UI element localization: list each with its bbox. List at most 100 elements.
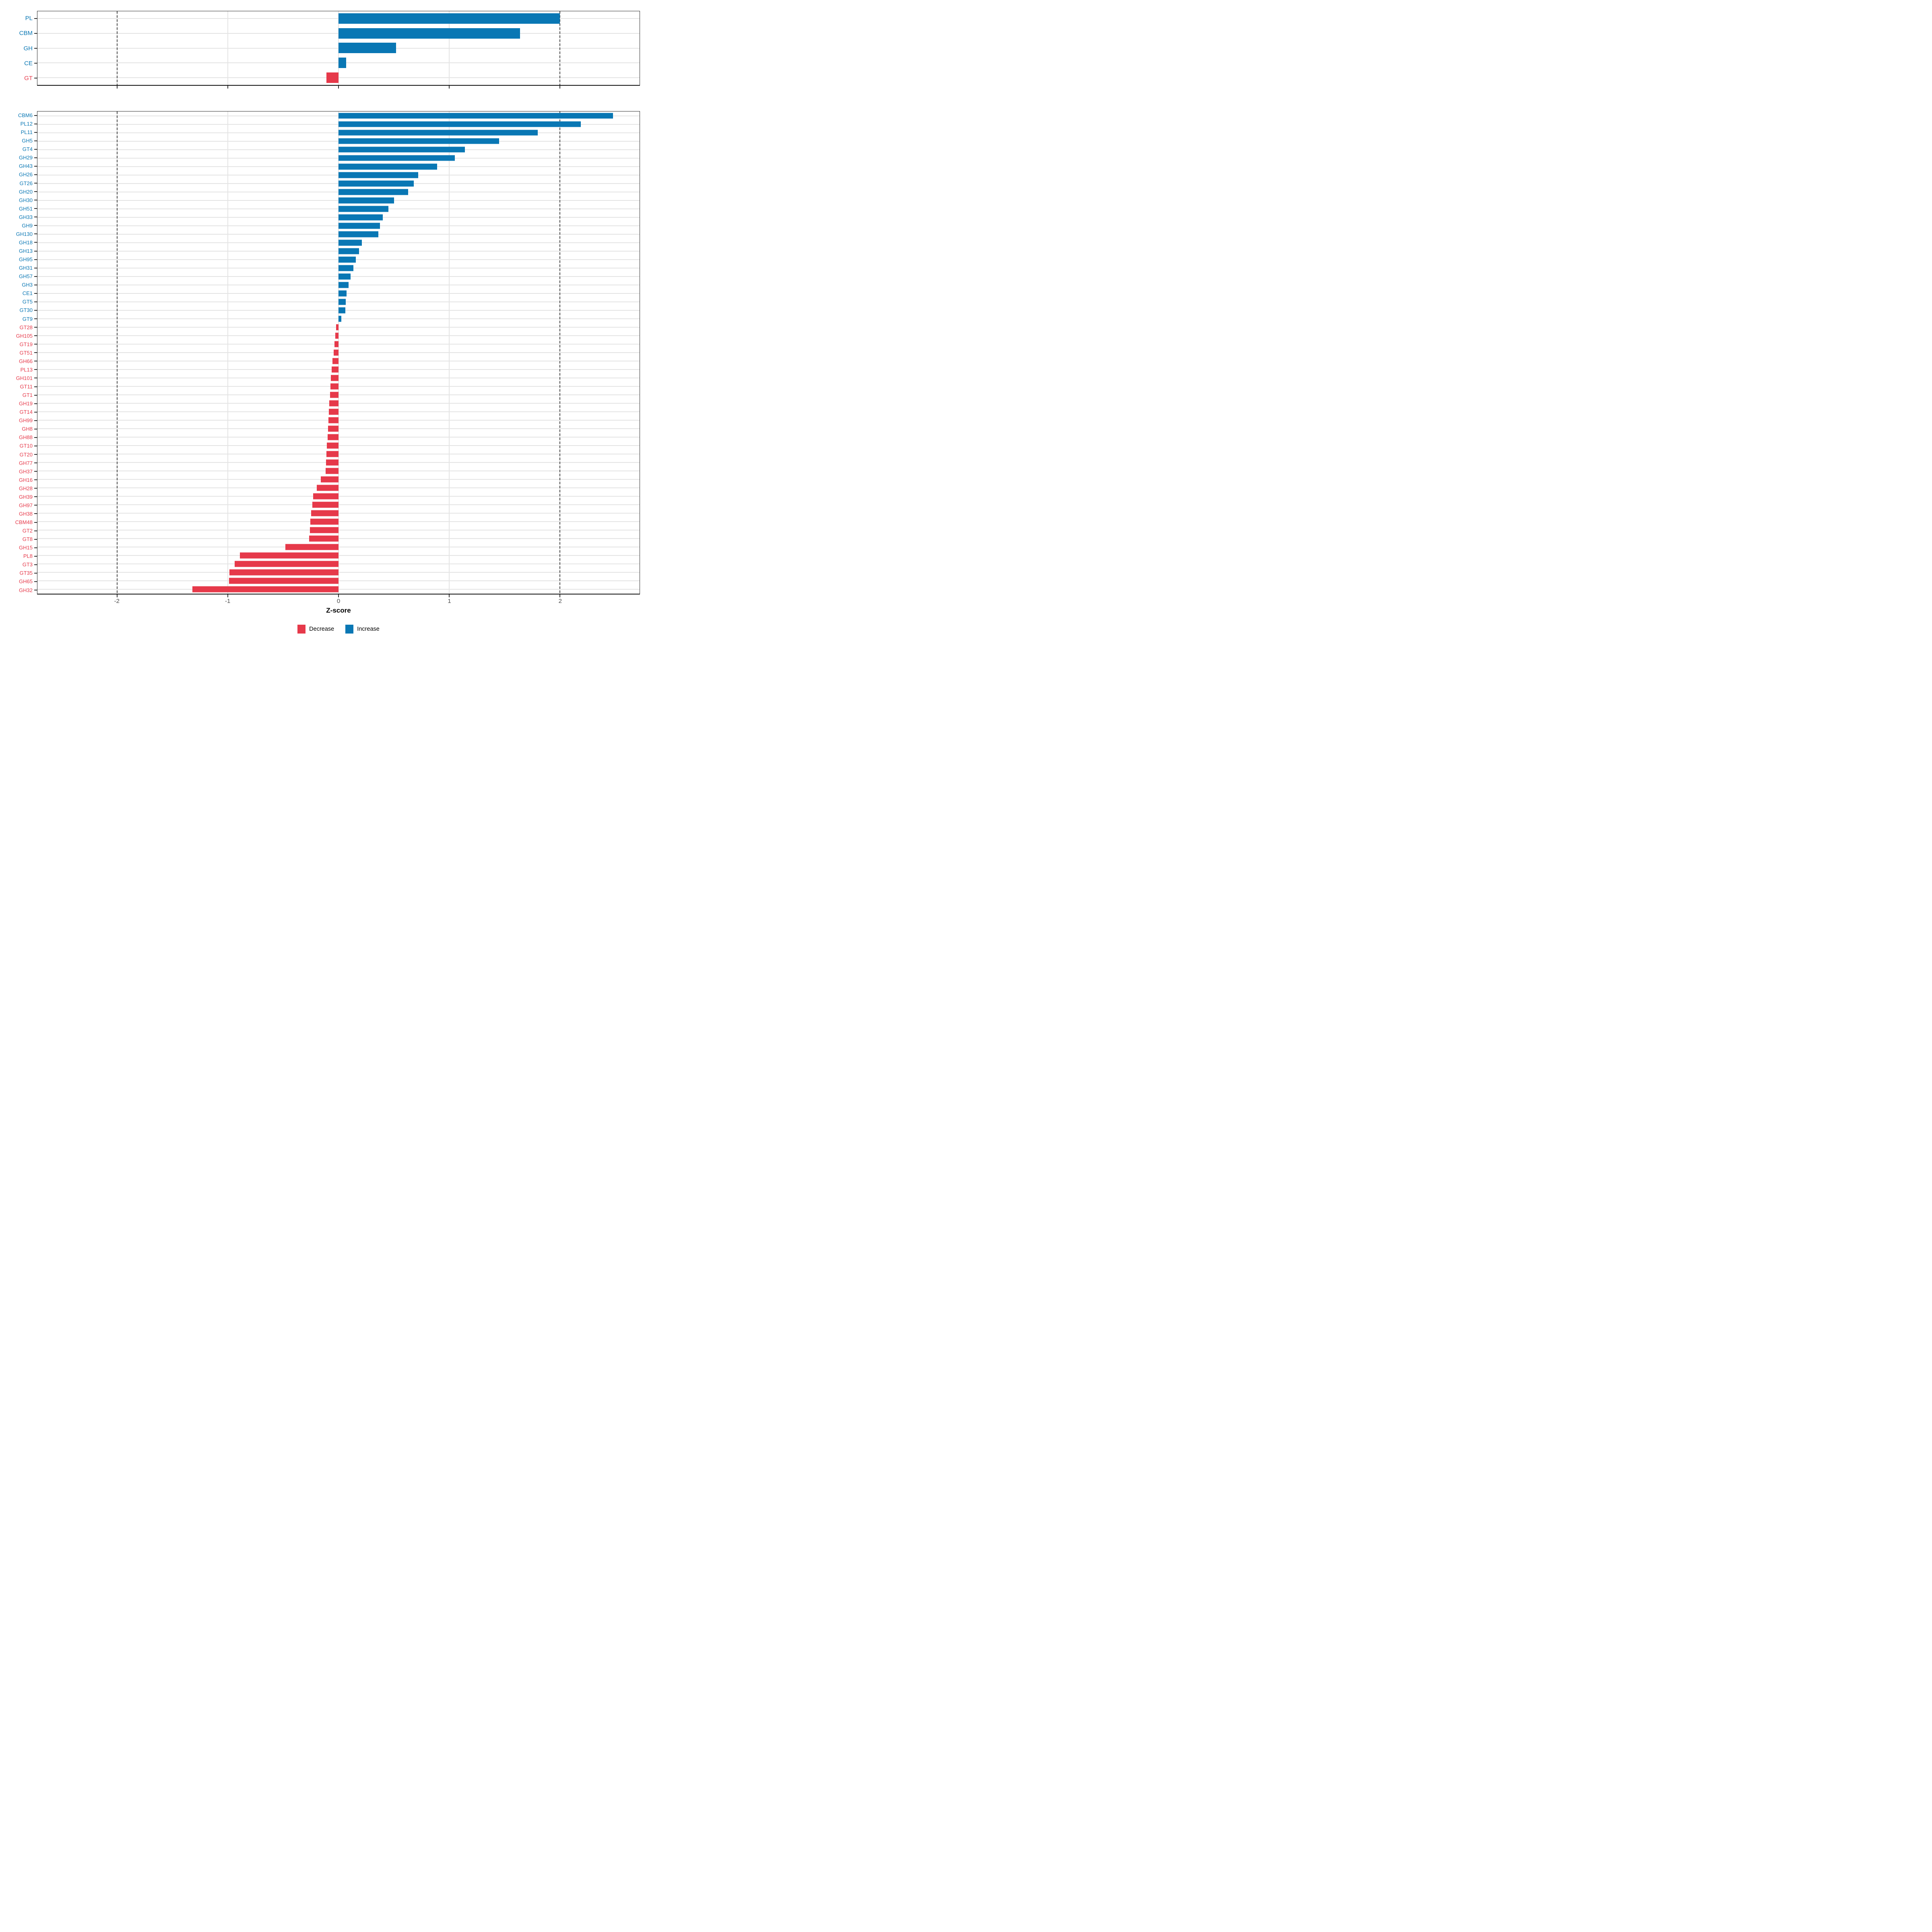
class-panel-plot-area (37, 11, 640, 89)
y-label-GH31: GH31 (19, 265, 33, 271)
y-label-row: GH43 (0, 162, 37, 170)
y-label-CBM6: CBM6 (18, 112, 33, 119)
y-tick-mark (34, 411, 37, 413)
y-label-GT8: GT8 (22, 536, 33, 543)
y-label-GH32: GH32 (19, 587, 33, 593)
y-label-row: GH32 (0, 586, 37, 594)
y-label-GH30: GH30 (19, 197, 33, 203)
y-tick-mark (34, 18, 37, 19)
y-tick-mark (34, 581, 37, 582)
bar-CE1 (339, 290, 347, 297)
y-label-GT5: GT5 (22, 299, 33, 305)
vertical-gridline (449, 111, 450, 594)
bar-GT5 (339, 299, 346, 305)
y-label-PL11: PL11 (21, 129, 33, 136)
y-label-row: GT11 (0, 382, 37, 391)
bar-CBM48 (310, 518, 339, 525)
bar-row (37, 204, 640, 213)
legend-label-increase: Increase (357, 626, 380, 632)
bar-rows (37, 111, 640, 594)
bar-row (37, 297, 640, 306)
y-tick-mark (34, 63, 37, 64)
y-tick-mark (34, 572, 37, 574)
bar-row (37, 577, 640, 585)
bar-GH51 (339, 206, 388, 212)
y-label-row: GH101 (0, 374, 37, 382)
bar-GH30 (339, 197, 394, 204)
y-label-row: GT3 (0, 560, 37, 569)
bar-row (37, 467, 640, 475)
x-axis-title-row: Z-score (37, 607, 640, 615)
y-tick-mark (34, 403, 37, 404)
bar-GH95 (339, 256, 356, 263)
dashed-reference-line (559, 11, 560, 85)
y-label-GH99: GH99 (19, 417, 33, 424)
y-tick-mark (34, 33, 37, 34)
y-tick-mark (34, 479, 37, 481)
y-label-row: GH99 (0, 416, 37, 425)
bar-GH28 (317, 485, 339, 491)
bar-row (37, 568, 640, 577)
y-label-GT28: GT28 (19, 324, 33, 330)
y-label-CBM48: CBM48 (15, 519, 33, 526)
bar-row (37, 188, 640, 196)
y-label-GH37: GH37 (19, 468, 33, 475)
y-label-row: GH30 (0, 196, 37, 204)
y-label-PL12: PL12 (20, 121, 33, 127)
bar-GT30 (339, 307, 345, 314)
bar-row (37, 289, 640, 297)
y-label-row: CE (0, 56, 37, 71)
y-label-GH66: GH66 (19, 358, 33, 364)
y-tick-mark (34, 301, 37, 302)
x-tick-mark (449, 594, 450, 597)
legend: Decrease Increase (37, 623, 640, 635)
zscore-bar-chart: PL CBM GH CE GT CBM6 PL12 PL11 GH5 GT4 GH29 GH43 GH… (0, 0, 644, 644)
bar-row (37, 26, 640, 41)
bar-GT4 (339, 147, 465, 153)
bar-row (37, 492, 640, 501)
bar-GH66 (332, 358, 339, 364)
y-label-row: GH20 (0, 188, 37, 196)
bar-GT8 (309, 535, 339, 542)
bar-GH105 (335, 332, 339, 339)
bar-row (37, 425, 640, 433)
bar-row (37, 272, 640, 281)
bar-GT3 (234, 561, 339, 567)
y-label-GH5: GH5 (22, 138, 33, 144)
x-tick-label-2: 2 (558, 598, 562, 605)
bar-CBM (339, 28, 520, 39)
y-label-row: GH130 (0, 230, 37, 238)
y-tick-mark (34, 394, 37, 396)
bar-row (37, 221, 640, 230)
bar-row (37, 518, 640, 526)
y-tick-mark (34, 369, 37, 370)
y-label-GH130: GH130 (16, 231, 33, 237)
y-label-row: GH (0, 41, 37, 56)
bar-row (37, 450, 640, 458)
y-tick-mark (34, 555, 37, 557)
y-label-GH3: GH3 (22, 282, 33, 288)
x-axis: -2 -1 0 1 2 (37, 595, 640, 605)
y-label-row: GH18 (0, 238, 37, 247)
bar-GH13 (339, 248, 359, 254)
y-label-row: CBM (0, 26, 37, 41)
bar-GT14 (328, 409, 339, 415)
y-tick-mark (34, 174, 37, 175)
bar-GH130 (339, 231, 378, 237)
y-label-row: GT51 (0, 349, 37, 357)
y-tick-mark (34, 140, 37, 141)
y-tick-mark (34, 471, 37, 472)
y-tick-mark (34, 276, 37, 277)
y-tick-mark (34, 352, 37, 353)
y-label-GT11: GT11 (20, 384, 33, 390)
bar-GT26 (339, 180, 414, 187)
bar-row (37, 145, 640, 154)
bar-row (37, 416, 640, 425)
bar-row (37, 120, 640, 128)
bar-row (37, 128, 640, 137)
y-label-PL: PL (25, 15, 33, 22)
y-label-row: GH37 (0, 467, 37, 476)
bar-row (37, 365, 640, 374)
y-label-GH57: GH57 (19, 273, 33, 280)
y-label-row: GT4 (0, 145, 37, 153)
